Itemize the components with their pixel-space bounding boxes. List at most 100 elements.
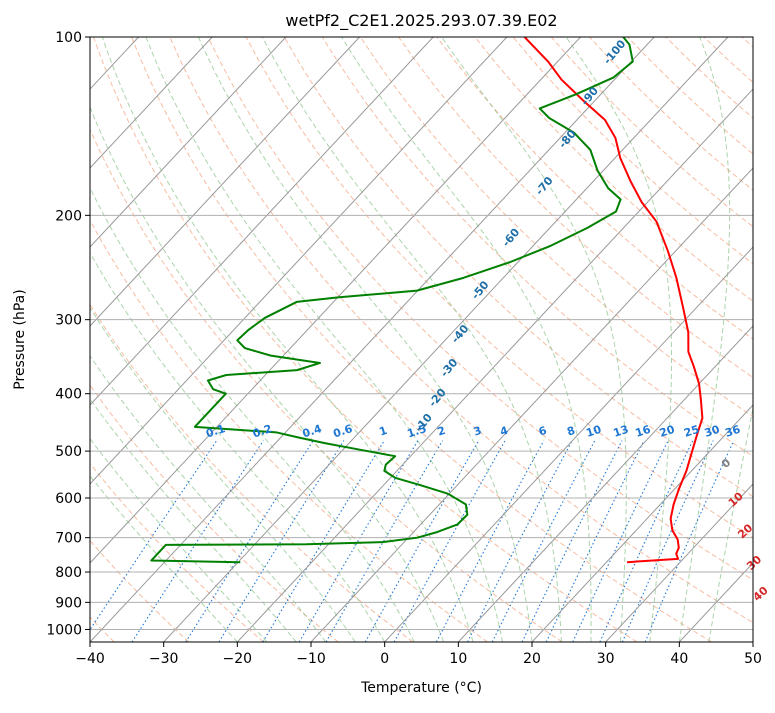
dry-adiabat-line (665, 37, 753, 119)
isotherm-line (0, 37, 65, 642)
mixing-ratio-label: 4 (498, 424, 510, 439)
y-tick-label: 100 (55, 30, 82, 46)
wet-bulb-label: 10 (726, 489, 746, 509)
moist-adiabat-line (261, 37, 562, 642)
dry-adiabat-line (90, 384, 339, 642)
isotherm-line (90, 37, 434, 406)
y-tick-label: 600 (55, 491, 82, 507)
mixing-ratio-label: 30 (703, 423, 722, 440)
x-tick-label: −40 (75, 651, 105, 667)
moist-adiabat-line (90, 186, 415, 642)
moist-adiabat-line (90, 354, 327, 642)
mixing-ratio-label: 1.5 (406, 422, 429, 440)
mixing-ratio-line (599, 440, 694, 642)
moist-adiabat-line (565, 37, 673, 642)
mixing-ratio-line (90, 440, 218, 631)
mixing-ratio-line (435, 440, 545, 642)
moist-adiabat-line (90, 106, 445, 642)
x-tick-label: 10 (449, 651, 467, 667)
isotherm-line (90, 37, 287, 248)
dewpoint-line (150, 37, 634, 564)
mixing-ratio-line (467, 440, 573, 642)
mixing-ratio-label: 0.1 (204, 422, 227, 440)
moist-adiabat-label: -70 (533, 174, 556, 198)
mixing-ratio-line (521, 440, 623, 642)
chart-title: wetPf2_C2E1.2025.293.07.39.E02 (285, 11, 557, 31)
mixing-ratio-label: 6 (537, 424, 549, 439)
mixing-ratio-line (491, 440, 596, 642)
moist-adiabat-line (90, 437, 268, 642)
x-tick-label: −20 (223, 651, 253, 667)
mixing-ratio-line (262, 440, 385, 642)
moist-adiabat-label: -90 (578, 84, 601, 108)
temperature-line (523, 37, 704, 564)
isotherm-line (236, 88, 753, 642)
dry-adiabat-line (169, 37, 753, 624)
y-axis-title: Pressure (hPa) (12, 289, 28, 389)
isotherm-line (163, 37, 729, 642)
isotherm-line (90, 37, 581, 564)
mixing-ratio-label: 0.4 (301, 422, 324, 440)
isotherm-line (531, 404, 753, 642)
y-tick-label: 1000 (46, 622, 82, 638)
dry-adiabat-line (90, 462, 264, 642)
x-axis-title: Temperature (°C) (360, 680, 482, 696)
mixing-ratio-label: 20 (658, 423, 677, 440)
mixing-ratio-line (364, 440, 480, 642)
isotherm-line (310, 167, 753, 642)
mixing-ratio-line (545, 440, 645, 642)
isotherm-line (90, 37, 213, 169)
dry-adiabat-line (245, 37, 753, 539)
mixing-ratio-label: 25 (682, 423, 701, 440)
wet-bulb-label: 40 (751, 584, 771, 604)
moist-adiabat-line (441, 37, 627, 642)
moist-adiabat-line (678, 37, 731, 642)
dry-adiabat-line (550, 37, 753, 228)
mixing-ratio-line (393, 440, 506, 642)
dry-adiabat-line (321, 37, 753, 457)
y-tick-label: 300 (55, 313, 82, 329)
isotherm-line (457, 325, 753, 642)
isotherm-line (90, 37, 360, 327)
mixing-ratio-label: 0.6 (331, 422, 354, 440)
y-tick-label: 200 (55, 208, 82, 224)
moist-adiabat-label: -30 (438, 356, 461, 380)
mixing-ratio-line (185, 440, 314, 642)
mixing-ratio-line (298, 440, 419, 642)
dry-adiabat-line (90, 539, 190, 642)
x-tick-label: 40 (670, 651, 688, 667)
moist-adiabat-line (90, 306, 356, 642)
x-tick-label: 30 (597, 651, 615, 667)
mixing-ratio-label: 1 (378, 424, 389, 439)
moist-adiabat-line (90, 251, 386, 642)
plot-frame (89, 36, 754, 643)
moist-adiabat-label: -80 (556, 127, 579, 151)
y-tick-label: 800 (55, 565, 82, 581)
moist-adiabat-line (341, 37, 592, 642)
sounding-lines (150, 37, 704, 564)
dry-adiabat-line (360, 37, 753, 418)
dry-adiabat-line (90, 303, 414, 642)
dry-adiabat-line (131, 37, 712, 642)
moist-adiabat-label: -100 (601, 37, 629, 67)
y-tick-label: 700 (55, 531, 82, 547)
isotherm-line (605, 483, 753, 642)
mixing-ratio-label: 16 (634, 423, 653, 440)
mixing-ratio-line (644, 440, 735, 642)
mixing-ratio-line (131, 440, 264, 642)
isotherm-line (90, 37, 508, 485)
dry-adiabat-line (92, 37, 638, 642)
dry-adiabat-line (90, 128, 563, 642)
background-lines (0, 37, 753, 642)
mixing-ratio-label: 8 (565, 424, 576, 439)
x-tick-label: −30 (149, 651, 179, 667)
moist-adiabat-label: -20 (426, 386, 449, 410)
dry-adiabat-line (703, 37, 753, 84)
mixing-ratio-label: 36 (723, 423, 742, 440)
moist-adiabat-line (708, 405, 753, 642)
dry-adiabat-line (436, 37, 753, 340)
mixing-ratio-line (325, 440, 444, 642)
